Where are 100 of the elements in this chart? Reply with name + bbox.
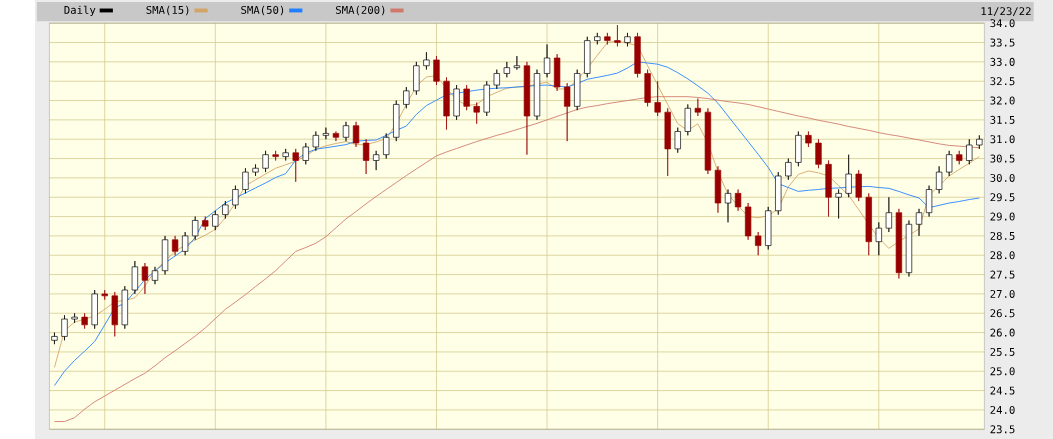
candlestick (835, 189, 842, 219)
candlestick (493, 69, 500, 90)
candlestick (232, 185, 239, 210)
candlestick (373, 150, 380, 171)
text: 11/23/22 (981, 7, 1031, 17)
y-tick-label: 34.0 (990, 19, 1015, 28)
y-tick-label: 25.5 (990, 347, 1015, 356)
y-tick-label: 24.5 (990, 386, 1015, 395)
candlestick (815, 138, 822, 169)
candlestick (956, 150, 963, 165)
candlestick (755, 231, 762, 256)
candlestick (925, 185, 933, 217)
candlestick (594, 32, 601, 45)
candlestick (865, 193, 872, 256)
candlestick (704, 107, 712, 175)
candlestick (393, 100, 400, 142)
candlestick (744, 202, 752, 241)
candlestick (362, 138, 370, 175)
legend-label: SMA(200) (336, 5, 385, 16)
legend-label: SMA(15) (146, 5, 189, 16)
candlestick (101, 289, 108, 301)
candlestick (855, 169, 862, 202)
candlestick (765, 206, 772, 250)
candlestick (895, 208, 903, 279)
candlestick (453, 84, 460, 121)
candlestick (423, 51, 430, 70)
candlestick (614, 24, 621, 47)
candlestick (262, 150, 269, 173)
candlestick (413, 61, 420, 96)
candlestick (976, 135, 983, 150)
candlestick (181, 231, 189, 256)
candlestick (574, 69, 581, 111)
candlestick (443, 77, 450, 130)
candlestick (121, 285, 128, 330)
candlestick (674, 127, 681, 154)
y-tick-label: 31.5 (990, 115, 1015, 124)
candlestick (905, 220, 913, 277)
candlestick (433, 55, 440, 86)
y-tick-label: 25.0 (990, 367, 1015, 376)
y-tick-label: 32.5 (990, 77, 1015, 86)
candlestick (473, 102, 480, 125)
y-tick-label: 29.0 (990, 212, 1015, 221)
candlestick (684, 104, 691, 136)
candlestick (543, 44, 551, 78)
candlestick (935, 165, 943, 194)
y-tick-label: 27.0 (990, 289, 1015, 298)
candlestick (212, 210, 219, 231)
candlestick (825, 160, 832, 217)
y-tick-label: 28.0 (990, 251, 1015, 260)
candlestick (192, 216, 199, 241)
candlestick (332, 131, 340, 142)
candlestick (584, 36, 591, 78)
y-tick-label: 30.5 (990, 154, 1015, 163)
candlestick (513, 55, 521, 70)
y-tick-label: 32.0 (990, 96, 1015, 105)
candlestick (805, 131, 812, 148)
candlestick (292, 148, 299, 183)
legend-label: Daily (64, 5, 96, 17)
legend-label: SMA(50) (241, 5, 284, 16)
candlestick (252, 164, 259, 177)
candlestick (71, 312, 78, 324)
candlestick (523, 61, 531, 156)
candlestick (785, 158, 792, 181)
candlestick (533, 69, 541, 121)
candlestick (634, 32, 641, 78)
candlestick (654, 80, 661, 117)
candlestick (644, 69, 651, 107)
candlestick (503, 61, 510, 78)
y-tick-label: 31.0 (990, 135, 1015, 144)
candlestick (322, 127, 330, 140)
candlestick (151, 266, 159, 285)
candlestick (272, 150, 279, 161)
y-tick-label: 24.0 (990, 405, 1015, 414)
candlestick (946, 150, 953, 177)
candlestick (775, 171, 782, 215)
candlestick (966, 138, 973, 165)
y-tick-label: 29.5 (990, 193, 1015, 202)
y-tick-label: 28.5 (990, 231, 1015, 240)
candlestick (604, 32, 611, 45)
candlestick (383, 133, 390, 159)
y-tick-label: 26.5 (990, 309, 1015, 318)
candlestick (161, 235, 169, 275)
y-tick-label: 33.5 (990, 38, 1015, 47)
candlestick (564, 82, 571, 142)
candlestick (242, 167, 249, 194)
candlestick (463, 84, 470, 111)
candlestick (131, 260, 139, 295)
candlestick (694, 98, 702, 117)
y-tick-label: 27.5 (990, 270, 1015, 279)
candlestick (915, 208, 923, 237)
candlestick (51, 332, 58, 345)
y-tick-label: 26.0 (990, 328, 1015, 337)
candlestick (342, 121, 350, 142)
candlestick (352, 121, 360, 148)
candlestick (734, 189, 742, 212)
candlestick (875, 222, 882, 256)
candlestick (714, 165, 722, 214)
candlestick (222, 200, 229, 219)
candlestick (282, 148, 289, 161)
candlestick (202, 216, 209, 231)
